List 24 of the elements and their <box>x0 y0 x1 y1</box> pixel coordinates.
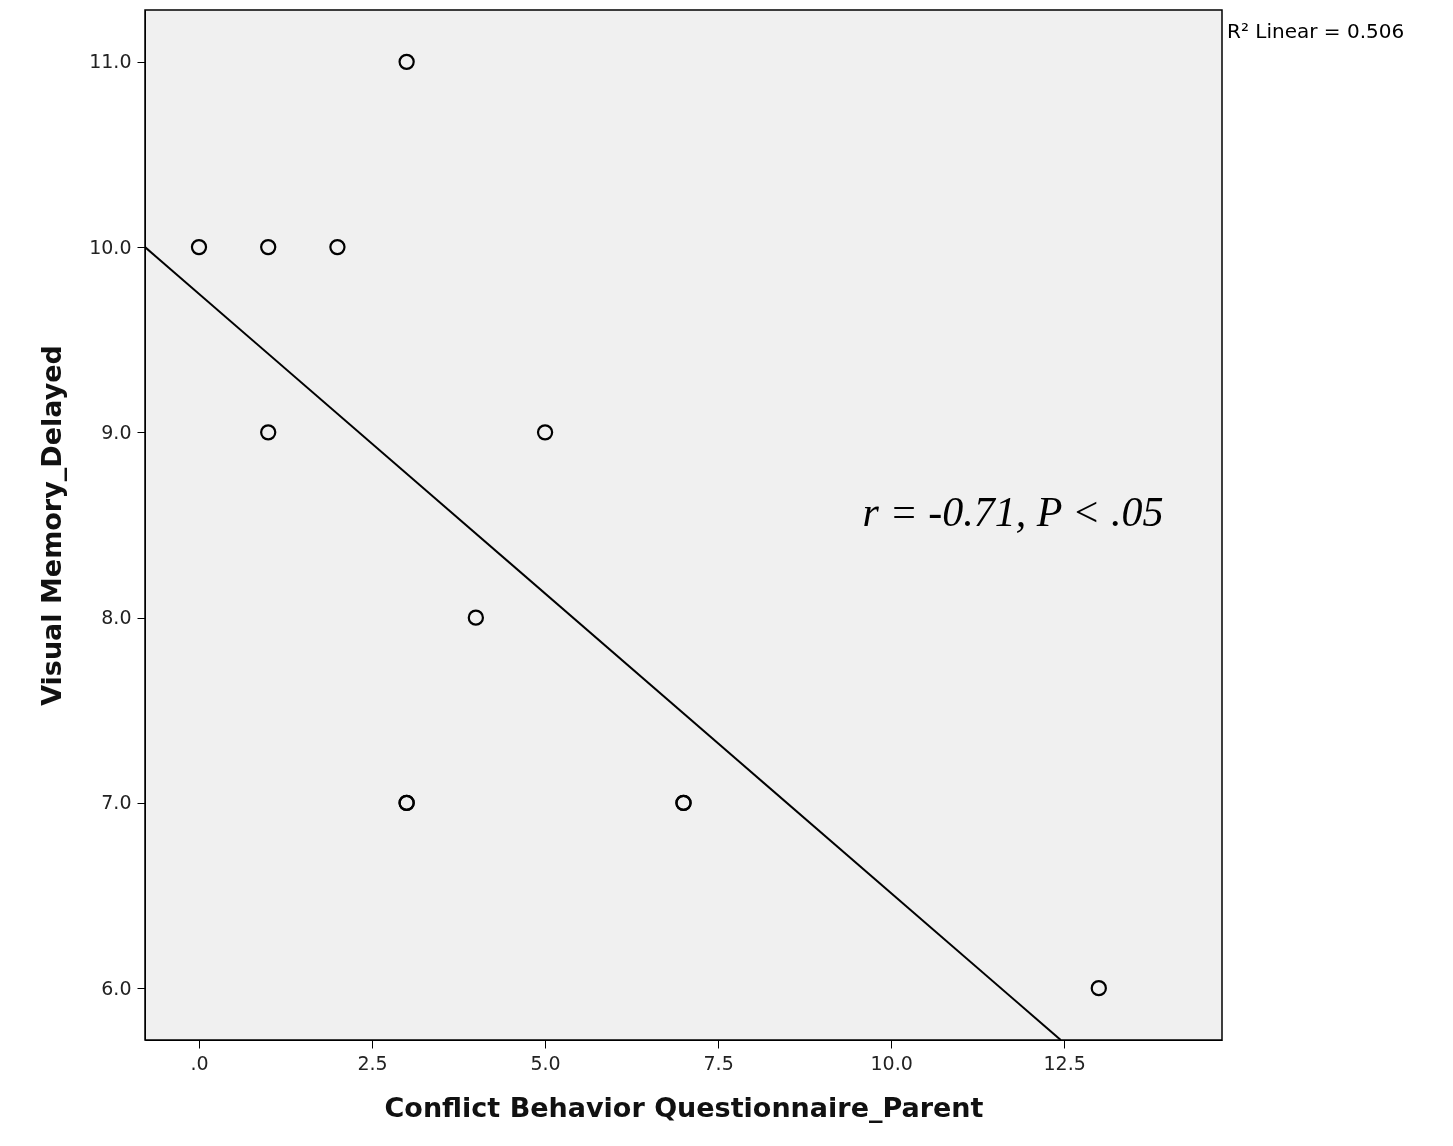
y-tick-label: 11.0 <box>89 50 132 73</box>
x-tick-label: 7.5 <box>703 1051 734 1074</box>
x-tick-label: 10.0 <box>870 1051 913 1074</box>
point <box>329 238 346 256</box>
x-tick-label: 12.5 <box>1043 1051 1086 1074</box>
x-tick-label: 2.5 <box>357 1051 388 1074</box>
annotation: r = -0.71, P < .05 <box>862 489 1164 535</box>
text: R² Linear = 0.506 <box>1227 19 1405 43</box>
y-tick-label: 8.0 <box>101 606 132 629</box>
point <box>536 424 554 441</box>
y-axis-title: Visual Memory_Delayed <box>36 345 68 706</box>
y-tick-label: 10.0 <box>89 235 132 258</box>
x-tick-label: .0 <box>190 1051 209 1074</box>
x-axis-title: Conflict Behavior Questionnaire_Parent <box>384 1091 984 1123</box>
point <box>260 424 277 441</box>
y-tick-label: 6.0 <box>101 976 132 999</box>
point <box>1090 979 1107 997</box>
point <box>467 609 485 626</box>
point <box>398 53 415 71</box>
point <box>260 238 277 256</box>
x-tick-label: 5.0 <box>530 1051 561 1074</box>
y-tick-label: 7.0 <box>101 791 132 814</box>
point <box>190 238 208 256</box>
y-tick-label: 9.0 <box>101 420 132 443</box>
